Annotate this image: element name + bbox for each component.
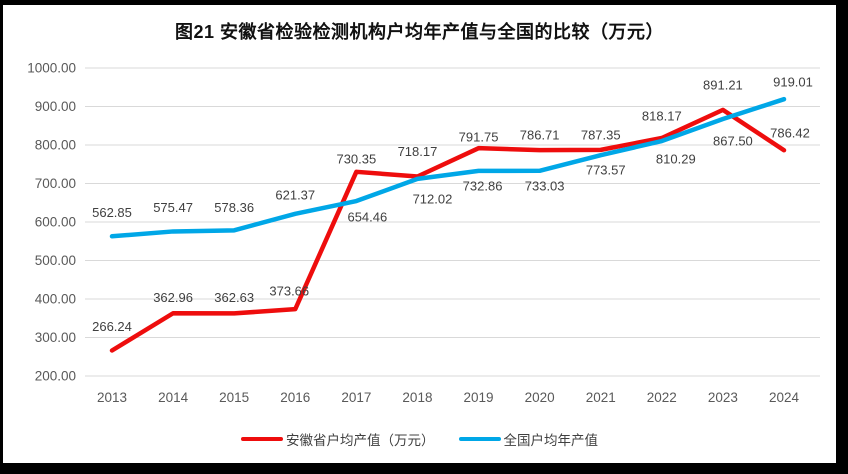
- data-label: 718.17: [398, 144, 438, 159]
- data-label: 786.42: [770, 126, 810, 141]
- x-tick-label: 2014: [158, 390, 189, 405]
- y-tick-label: 900.00: [35, 99, 76, 114]
- data-label: 786.71: [520, 128, 560, 143]
- national-line-marker-icon: [458, 436, 501, 442]
- x-tick-label: 2022: [647, 390, 677, 405]
- legend-item-national: 全国户均年产值: [458, 429, 599, 449]
- data-label: 578.36: [214, 200, 254, 215]
- x-tick-label: 2023: [708, 390, 738, 405]
- data-label: 733.03: [525, 178, 565, 193]
- x-tick-label: 2019: [464, 390, 494, 405]
- data-label: 732.86: [463, 178, 503, 193]
- data-label: 919.01: [773, 75, 813, 90]
- legend: 安徽省户均产值（万元） 全国户均年产值: [3, 429, 836, 449]
- data-label: 266.24: [92, 319, 132, 334]
- data-label: 712.02: [413, 191, 453, 206]
- anhui-line-marker-icon: [241, 436, 283, 442]
- data-label: 818.17: [642, 109, 682, 124]
- x-tick-label: 2020: [525, 390, 555, 405]
- data-label: 773.57: [586, 163, 626, 178]
- x-tick-label: 2015: [219, 390, 249, 405]
- x-tick-label: 2013: [97, 390, 127, 405]
- y-tick-label: 300.00: [35, 330, 76, 345]
- series-line-1: [109, 96, 787, 239]
- chart-svg: 1000.00 900.00 800.00 700.00 600.00 500.00 400…: [27, 61, 820, 405]
- y-tick-label: 200.00: [35, 369, 76, 384]
- legend-label-anhui: 安徽省户均产值（万元）: [286, 433, 435, 448]
- y-tick-label: 600.00: [35, 215, 76, 230]
- chart-panel: 图21 安徽省检验检测机构户均年产值与全国的比较（万元） 1000.00 900.…: [3, 5, 836, 463]
- data-label: 791.75: [459, 130, 499, 145]
- x-tick-label: 2016: [280, 390, 310, 405]
- data-label: 891.21: [703, 77, 743, 92]
- legend-label-national: 全国户均年产值: [503, 433, 599, 448]
- data-label: 730.35: [336, 151, 376, 166]
- chart-title: 图21 安徽省检验检测机构户均年产值与全国的比较（万元）: [174, 22, 665, 42]
- data-label: 362.96: [153, 290, 193, 305]
- y-tick-label: 500.00: [35, 253, 76, 268]
- y-tick-label: 400.00: [35, 292, 76, 307]
- data-label: 373.66: [269, 284, 309, 299]
- x-tick-label: 2018: [402, 390, 432, 405]
- data-label: 621.37: [275, 187, 315, 202]
- y-tick-label: 800.00: [35, 138, 76, 153]
- x-tick-label: 2021: [586, 390, 616, 405]
- data-label: 810.29: [656, 152, 696, 167]
- data-label: 562.85: [92, 205, 132, 220]
- legend-item-anhui: 安徽省户均产值（万元）: [241, 429, 435, 449]
- y-tick-label: 1000.00: [27, 61, 76, 76]
- data-label: 362.63: [214, 290, 254, 305]
- x-tick-label: 2017: [341, 390, 371, 405]
- series-line-0: [109, 107, 787, 353]
- data-label: 787.35: [581, 127, 621, 142]
- x-tick-label: 2024: [769, 390, 800, 405]
- y-tick-label: 700.00: [35, 176, 76, 191]
- data-label: 867.50: [713, 134, 753, 149]
- data-label: 654.46: [347, 210, 387, 225]
- data-label: 575.47: [153, 200, 193, 215]
